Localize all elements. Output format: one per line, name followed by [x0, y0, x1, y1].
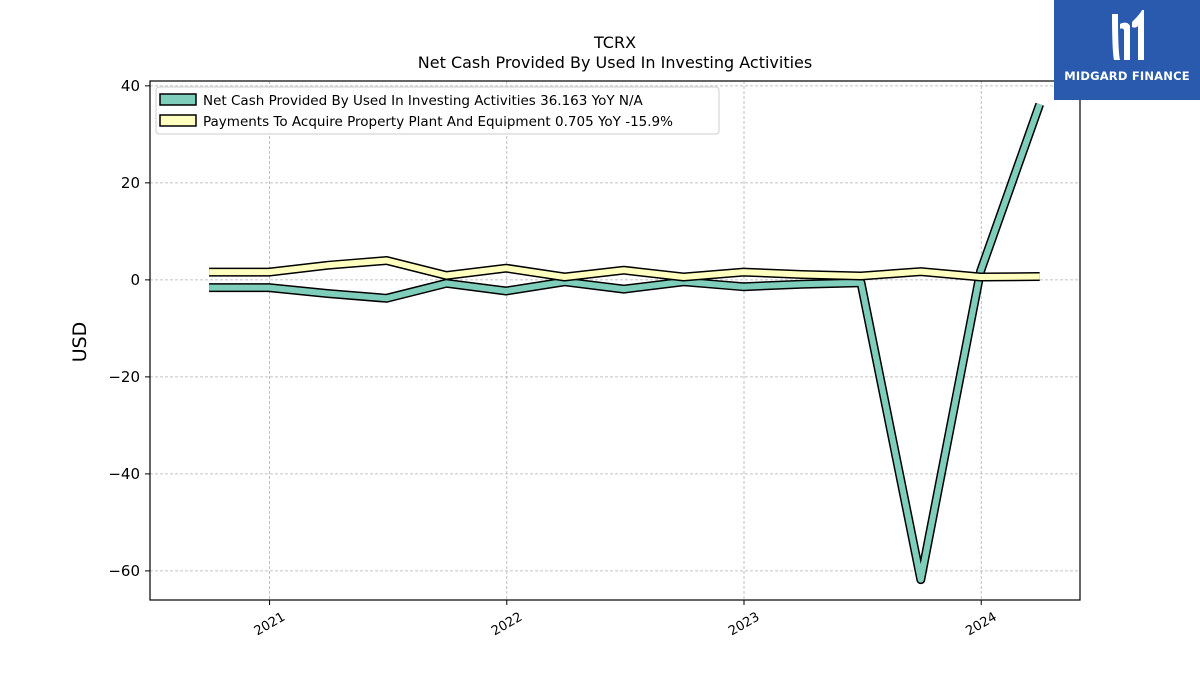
y-tick-label: −60 [108, 562, 140, 580]
x-tick-label: 2024 [963, 610, 999, 640]
y-tick-label: 40 [121, 77, 140, 95]
x-tick-label: 2022 [489, 610, 525, 640]
legend-box [155, 86, 720, 135]
net-cash-investing-line-outline [209, 102, 1044, 585]
legend: Net Cash Provided By Used In Investing A… [155, 86, 720, 135]
plot-frame [149, 80, 1081, 601]
y-tick-label: −40 [108, 465, 140, 483]
axis-ticks: 40 20 0 −20 −40 −60 2021 2022 2023 2024 [108, 77, 999, 639]
legend-label-ppe: Payments To Acquire Property Plant And E… [203, 114, 673, 130]
logo-text: MIDGARD FINANCE [1064, 69, 1190, 83]
legend-swatch-net-cash [159, 93, 197, 106]
chart-title: TCRX [593, 33, 636, 52]
logo-mark-icon [1112, 10, 1144, 60]
series-lines [209, 102, 1044, 585]
x-tick-label: 2021 [252, 610, 288, 640]
ppe-payments-line [209, 257, 1040, 280]
y-tick-label: 0 [130, 271, 140, 289]
y-tick-label: 20 [121, 174, 140, 192]
y-axis-label: USD [69, 322, 91, 363]
legend-swatch-ppe [159, 114, 197, 127]
net-cash-investing-line [209, 103, 1043, 583]
midgard-finance-logo: MIDGARD FINANCE [1054, 0, 1200, 100]
grid-lines [150, 81, 1080, 600]
legend-label-net-cash: Net Cash Provided By Used In Investing A… [203, 93, 644, 109]
y-tick-label: −20 [108, 368, 140, 386]
x-tick-label: 2023 [726, 610, 762, 640]
chart-subtitle: Net Cash Provided By Used In Investing A… [418, 53, 812, 72]
